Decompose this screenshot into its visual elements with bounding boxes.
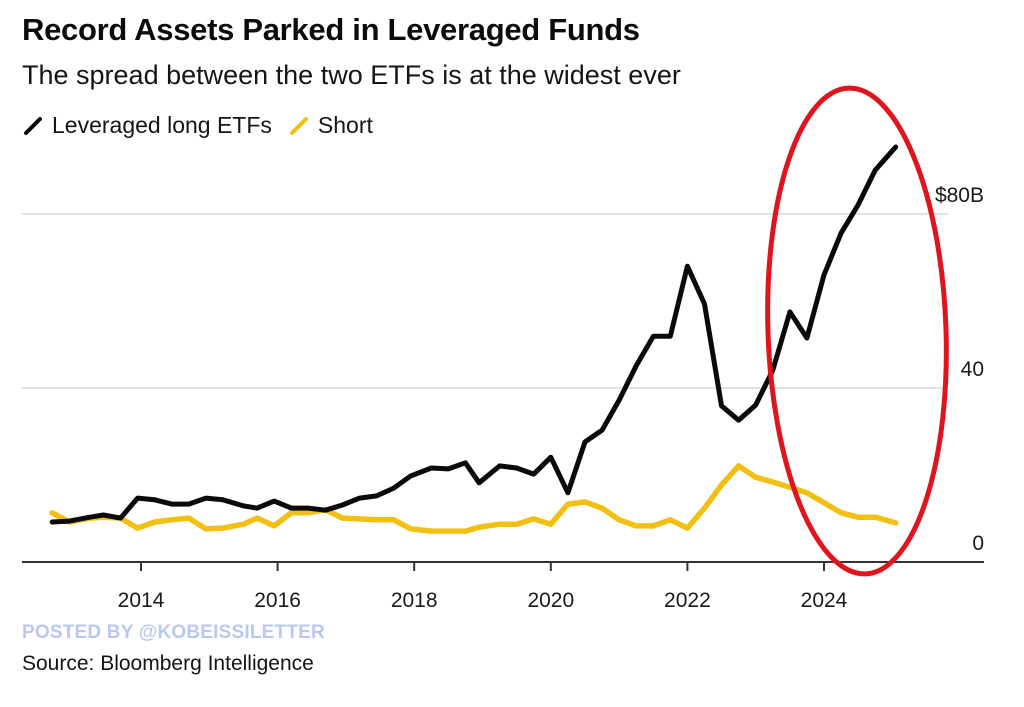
series-line-short — [49, 463, 899, 534]
x-axis — [22, 561, 984, 571]
x-axis-labels: 2014 2016 2018 2020 2022 2024 — [118, 589, 848, 612]
x-tick-label: 2022 — [664, 589, 711, 612]
x-tick-label: 2020 — [527, 589, 574, 612]
chart-subtitle: The spread between the two ETFs is at th… — [22, 60, 681, 90]
series-lines — [49, 144, 899, 534]
legend-swatch-long — [24, 116, 42, 135]
legend: Leveraged long ETFs Short — [22, 112, 389, 139]
legend-swatch-short — [289, 116, 308, 135]
watermark: POSTED BY @KOBEISSILETTER — [22, 622, 325, 643]
annotation-layer — [765, 85, 949, 577]
source-note: Source: Bloomberg Intelligence — [22, 652, 314, 675]
legend-item-short: Short — [288, 112, 373, 139]
legend-label-long: Leveraged long ETFs — [52, 112, 272, 138]
gridlines — [22, 213, 948, 389]
x-tick-label: 2018 — [391, 589, 438, 612]
x-tick-label: 2014 — [118, 589, 165, 612]
legend-item-long: Leveraged long ETFs — [22, 112, 272, 139]
legend-label-short: Short — [317, 112, 373, 138]
y-tick-label: $80B — [935, 184, 984, 207]
series-line-leveraged-long — [49, 144, 899, 525]
highlight-ellipse — [765, 85, 949, 577]
x-tick-label: 2024 — [801, 589, 848, 612]
x-tick-label: 2016 — [254, 589, 301, 612]
y-tick-label: 0 — [972, 532, 984, 555]
chart-title: Record Assets Parked in Leveraged Funds — [22, 12, 640, 47]
y-tick-label: 40 — [961, 358, 984, 381]
y-axis-labels: 0 40 $80B — [935, 184, 984, 555]
